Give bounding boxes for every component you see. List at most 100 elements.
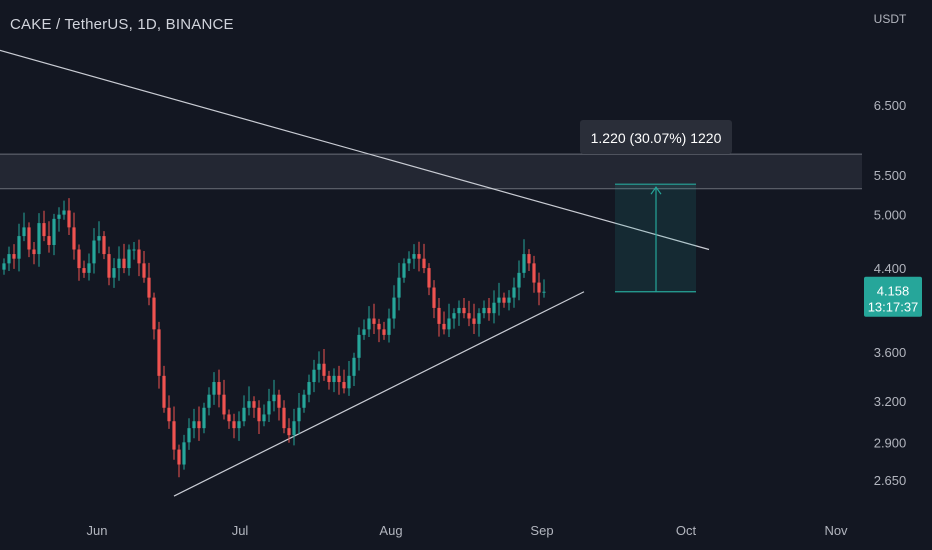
price-tick-label: 3.600: [874, 345, 907, 360]
candle: [102, 231, 106, 260]
candle: [52, 213, 56, 256]
candle: [327, 370, 331, 390]
candle-body: [487, 307, 491, 314]
candle-body: [262, 414, 266, 422]
candle-body: [502, 297, 506, 303]
price-tick-label: 5.500: [874, 168, 907, 183]
candle-body: [47, 236, 51, 245]
candle-body: [192, 421, 196, 429]
candle-body: [97, 236, 101, 241]
candle-body: [157, 329, 161, 376]
candle-body: [227, 414, 231, 422]
candle-body: [62, 210, 66, 215]
price-tick-label: 2.900: [874, 435, 907, 450]
candle-body: [122, 258, 126, 269]
candle-body: [182, 442, 186, 465]
candle: [297, 392, 301, 434]
candle-body: [72, 227, 76, 250]
candle-body: [467, 313, 471, 319]
candle: [7, 246, 11, 271]
price-tick-label: 5.000: [874, 208, 907, 223]
candle-body: [422, 258, 426, 269]
candle: [202, 402, 206, 434]
candle-body: [312, 369, 316, 383]
candle: [422, 243, 426, 274]
candle: [212, 372, 216, 405]
candle-body: [417, 254, 421, 259]
candle-body: [57, 214, 61, 219]
candle: [432, 280, 436, 319]
time-tick-label: Sep: [530, 523, 553, 538]
candle-body: [167, 407, 171, 422]
candle: [467, 300, 471, 327]
countdown-label: 13:17:37: [868, 300, 919, 315]
candle: [227, 409, 231, 429]
candle: [507, 290, 511, 311]
candle: [237, 411, 241, 441]
candle-body: [497, 297, 501, 303]
candle-body: [427, 268, 431, 288]
candle-body: [412, 254, 416, 259]
candle: [437, 298, 441, 337]
candle-body: [357, 334, 361, 358]
candle: [222, 379, 226, 420]
candle-body: [202, 407, 206, 429]
candle: [272, 379, 276, 412]
candle-body: [382, 329, 386, 335]
candle-body: [362, 329, 366, 335]
candle-body: [2, 263, 6, 270]
candle-body: [472, 318, 476, 324]
candle: [112, 258, 116, 288]
candle-body: [377, 323, 381, 330]
candle: [452, 308, 456, 329]
candle: [127, 244, 131, 276]
candle-body: [82, 268, 86, 273]
candle: [382, 321, 386, 340]
candle: [247, 386, 251, 416]
candle: [502, 292, 506, 308]
candle: [497, 282, 501, 316]
candle-body: [387, 318, 391, 335]
time-tick-label: Nov: [824, 523, 848, 538]
candle: [182, 434, 186, 470]
candle-body: [437, 307, 441, 324]
candle: [137, 239, 141, 277]
candle-body: [152, 297, 156, 330]
price-tick-label: 6.500: [874, 98, 907, 113]
candle-body: [12, 254, 16, 259]
candle: [62, 200, 66, 220]
candle-body: [532, 263, 536, 283]
candle: [377, 318, 381, 343]
candle-body: [447, 318, 451, 330]
candle: [42, 210, 46, 242]
candle-body: [22, 227, 26, 237]
candle: [172, 406, 176, 460]
candle: [352, 352, 356, 386]
candle: [487, 298, 491, 321]
candle-body: [52, 218, 56, 245]
candle: [162, 365, 166, 413]
candle: [57, 207, 61, 232]
time-tick-label: Aug: [379, 523, 402, 538]
candle: [92, 228, 96, 274]
candle: [492, 290, 496, 324]
candle-body: [287, 428, 291, 436]
candle-body: [197, 421, 201, 429]
candle-body: [257, 407, 261, 422]
candle-body: [277, 394, 281, 408]
candle: [257, 400, 261, 434]
current-price-label: 4.158: [877, 284, 910, 299]
candle: [537, 272, 541, 306]
time-tick-label: Jul: [232, 523, 249, 538]
time-tick-label: Oct: [676, 523, 697, 538]
candle: [322, 348, 326, 381]
candle: [307, 374, 311, 403]
candle-body: [147, 277, 151, 298]
candle: [192, 408, 196, 439]
candle-body: [292, 421, 296, 436]
candle-body: [327, 375, 331, 383]
candle: [67, 198, 71, 235]
